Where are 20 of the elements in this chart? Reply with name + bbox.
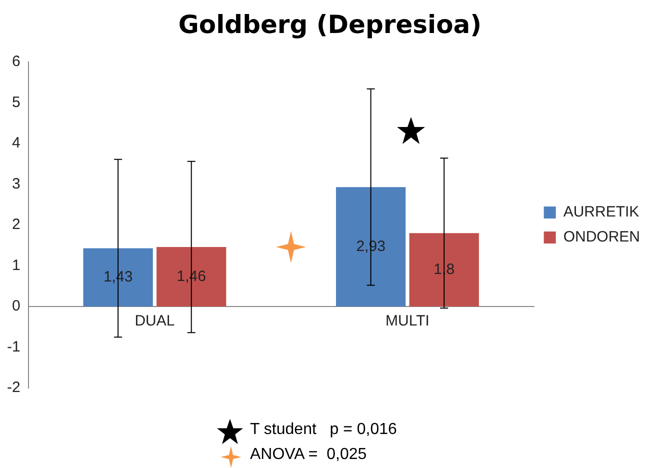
y-tick-label: -2 [6,379,20,396]
y-tick-label: -1 [6,338,20,356]
y-tick-label: 2 [12,216,20,234]
x-tick-label: DUAL [134,312,175,330]
y-tick-label: 6 [12,53,20,70]
bar [336,187,406,306]
y-tick-label: 1 [12,256,20,274]
chart-title: Goldberg (Depresioa) [177,10,483,39]
bar [409,233,479,306]
legend-label: AURRETIK [563,204,640,221]
text: T student p = 0,016 [250,421,397,439]
y-tick-label: 3 [12,175,20,192]
text: ANOVA = 0,025 [250,446,367,464]
y-tick-label: 4 [12,134,20,152]
legend-label: ONDOREN [563,228,640,246]
bar [83,248,153,306]
y-tick-label: 0 [12,298,20,315]
bar [156,247,226,306]
x-tick-label: MULTI [386,312,430,330]
y-tick-label: 5 [12,94,20,111]
